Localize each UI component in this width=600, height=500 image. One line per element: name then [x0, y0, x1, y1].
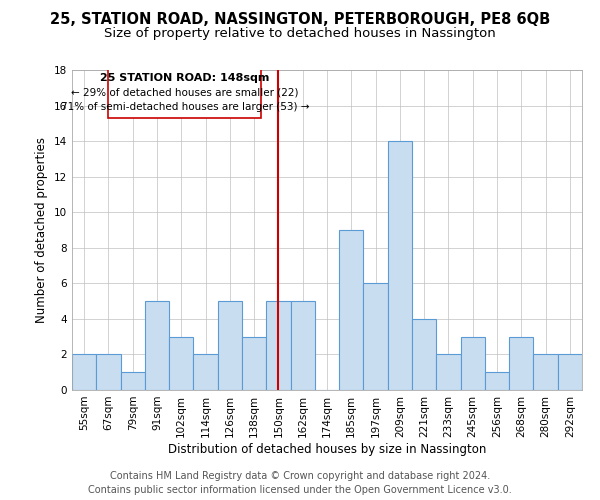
Bar: [242, 336, 266, 390]
Text: ← 29% of detached houses are smaller (22): ← 29% of detached houses are smaller (22…: [71, 87, 299, 97]
Bar: [72, 354, 96, 390]
Bar: [266, 301, 290, 390]
Bar: [533, 354, 558, 390]
Bar: [436, 354, 461, 390]
Text: Size of property relative to detached houses in Nassington: Size of property relative to detached ho…: [104, 28, 496, 40]
Text: Contains public sector information licensed under the Open Government Licence v3: Contains public sector information licen…: [88, 485, 512, 495]
Bar: [339, 230, 364, 390]
Bar: [364, 284, 388, 390]
Y-axis label: Number of detached properties: Number of detached properties: [35, 137, 49, 323]
Text: 71% of semi-detached houses are larger (53) →: 71% of semi-detached houses are larger (…: [61, 102, 309, 113]
Bar: [485, 372, 509, 390]
Text: 25 STATION ROAD: 148sqm: 25 STATION ROAD: 148sqm: [100, 73, 269, 83]
Text: 25, STATION ROAD, NASSINGTON, PETERBOROUGH, PE8 6QB: 25, STATION ROAD, NASSINGTON, PETERBOROU…: [50, 12, 550, 28]
Bar: [412, 319, 436, 390]
Bar: [169, 336, 193, 390]
Bar: [145, 301, 169, 390]
X-axis label: Distribution of detached houses by size in Nassington: Distribution of detached houses by size …: [168, 442, 486, 456]
Bar: [218, 301, 242, 390]
Bar: [461, 336, 485, 390]
Bar: [109, 69, 262, 118]
Bar: [96, 354, 121, 390]
Bar: [509, 336, 533, 390]
Bar: [290, 301, 315, 390]
Bar: [388, 141, 412, 390]
Bar: [558, 354, 582, 390]
Bar: [193, 354, 218, 390]
Text: Contains HM Land Registry data © Crown copyright and database right 2024.: Contains HM Land Registry data © Crown c…: [110, 471, 490, 481]
Bar: [121, 372, 145, 390]
